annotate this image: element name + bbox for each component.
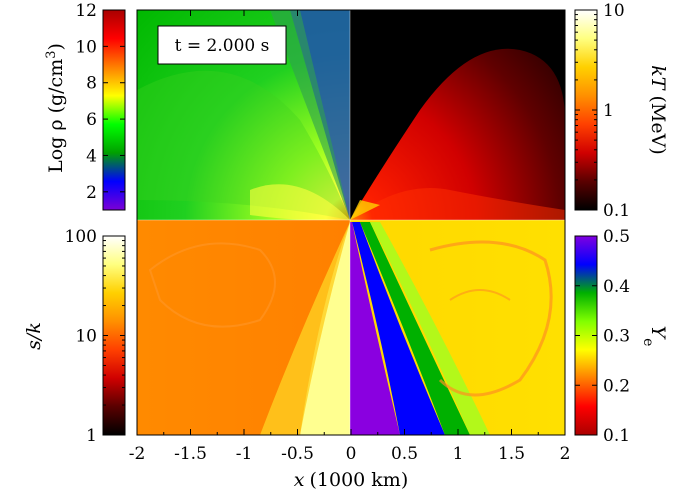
colorbar-tick-label: 2 [86, 183, 97, 203]
colorbar-tick-label: 0.2 [603, 376, 630, 396]
x-tick-label: 1.5 [498, 444, 525, 464]
x-tick-label: 0.5 [391, 444, 418, 464]
x-tick-label: -2 [129, 444, 146, 464]
temperature-colorbar: 0.1 1 10 kT (MeV) [574, 1, 669, 221]
x-axis-label-unit: (1000 km) [309, 469, 408, 491]
colorbar-tick-label: 1 [603, 101, 614, 121]
electron-fraction-colorbar: 0.1 0.2 0.3 0.4 0.5 Ye [574, 227, 669, 446]
colorbar-tick-label: 6 [86, 110, 97, 130]
colorbar-tick-label: 0.1 [603, 426, 630, 446]
colorbar-tick-label: 0.5 [603, 227, 630, 247]
colorbar-tick-label: 10 [603, 1, 625, 21]
temperature-quadrant [350, 10, 565, 220]
x-tick-label: -1 [236, 444, 253, 464]
colorbar-tick-label: 8 [86, 74, 97, 94]
entropy-colorbar-ticks: 1 10 100 [65, 227, 125, 446]
density-colorbar-ticks: 2 4 6 8 10 12 [75, 1, 125, 203]
colorbar-tick-label: 12 [75, 1, 97, 21]
electron-fraction-colorbar-label: Ye [640, 326, 669, 347]
x-tick-label: 2 [560, 444, 571, 464]
colorbar-tick-label: 10 [75, 327, 97, 347]
entropy-quadrant [137, 220, 350, 435]
density-colorbar-label: Log ρ (g/cm3) [44, 43, 68, 173]
electron-fraction-quadrant [350, 220, 565, 435]
x-tick-label: 1 [453, 444, 464, 464]
density-colorbar-gradient [102, 9, 126, 211]
temperature-colorbar-ticks: 0.1 1 10 [575, 1, 630, 221]
entropy-colorbar: 1 10 100 s/k [23, 227, 126, 446]
temperature-colorbar-label: kT (MeV) [647, 65, 669, 154]
time-label: t = 2.000 s [175, 36, 270, 56]
x-axis: -2 -1.5 -1 -0.5 0 0.5 1 1.5 2 [129, 10, 571, 464]
main-plot-panel: t = 2.000 s [136, 9, 566, 436]
colorbar-tick-label: 0.3 [603, 327, 630, 347]
time-annotation: t = 2.000 s [157, 25, 287, 65]
x-tick-label: 0 [346, 444, 357, 464]
colorbar-tick-label: 0.1 [603, 201, 630, 221]
x-tick-label: -1.5 [174, 444, 207, 464]
colorbar-tick-label: 100 [65, 227, 97, 247]
colorbar-tick-label: 1 [86, 426, 97, 446]
x-axis-label: x (1000 km) [294, 469, 408, 491]
colorbar-tick-label: 0.4 [603, 277, 630, 297]
electron-fraction-colorbar-ticks: 0.1 0.2 0.3 0.4 0.5 [575, 227, 630, 446]
colorbar-tick-label: 10 [75, 37, 97, 57]
x-axis-label-var: x [294, 469, 305, 491]
colorbar-tick-label: 4 [86, 146, 97, 166]
x-tick-label: -0.5 [281, 444, 314, 464]
density-colorbar: 2 4 6 8 10 12 Log ρ (g/cm3) [44, 1, 126, 211]
entropy-colorbar-label: s/k [23, 322, 45, 350]
